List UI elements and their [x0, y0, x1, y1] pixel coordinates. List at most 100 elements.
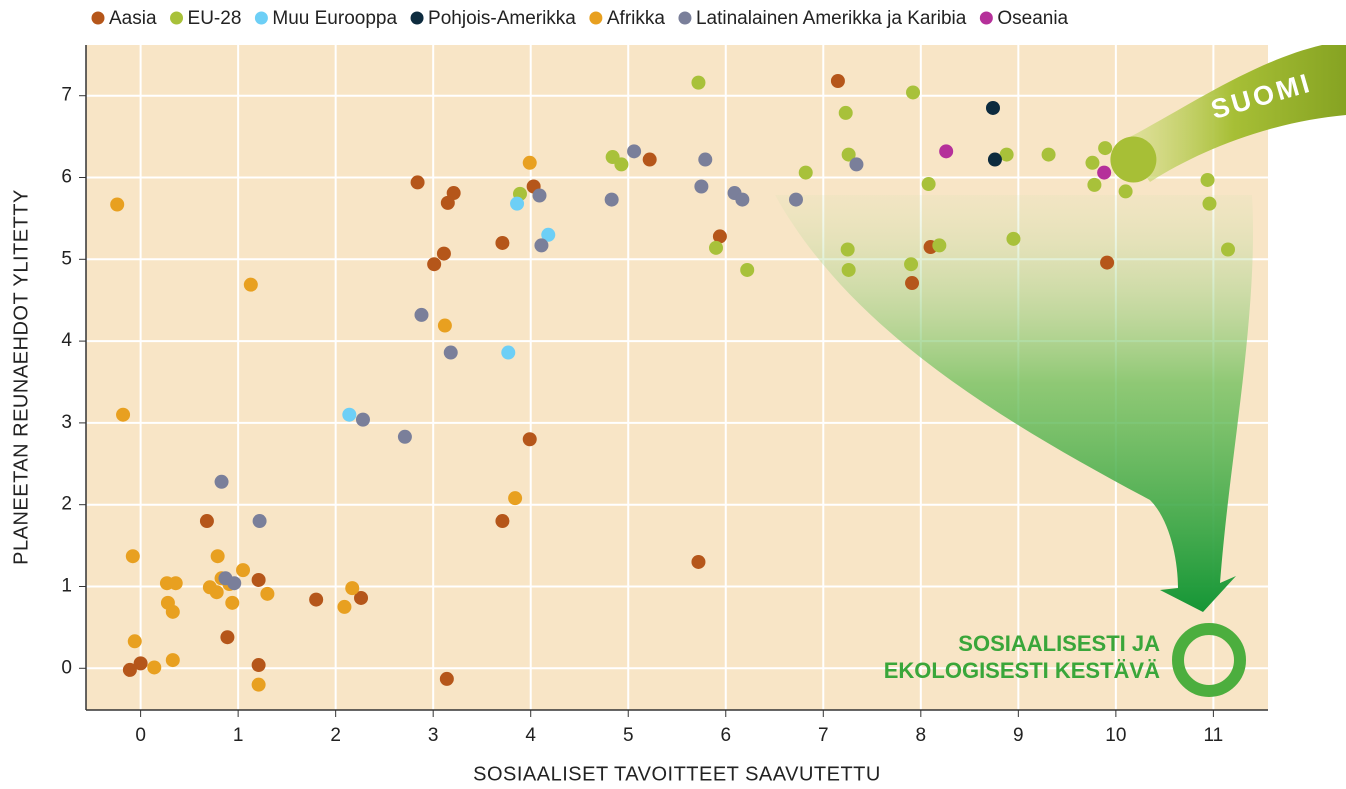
point	[709, 240, 724, 255]
point	[397, 429, 412, 444]
point	[147, 660, 162, 675]
point	[165, 604, 180, 619]
point	[510, 196, 525, 211]
point	[236, 563, 251, 578]
point	[985, 100, 1000, 115]
x-tick-label: 3	[428, 725, 439, 746]
points	[110, 73, 1236, 692]
point	[904, 257, 919, 272]
point	[532, 188, 547, 203]
point	[199, 514, 214, 529]
x-tick-label: 1	[233, 725, 244, 746]
y-tick-label: 7	[61, 85, 72, 106]
point	[495, 514, 510, 529]
point	[209, 585, 224, 600]
point	[243, 277, 258, 292]
point	[1202, 196, 1217, 211]
point	[495, 235, 510, 250]
legend: Aasia EU-28 Muu Eurooppa Pohjois-Amerikka Af…	[91, 8, 1069, 29]
point	[214, 474, 229, 489]
legend-label: Muu Eurooppa	[272, 8, 397, 29]
x-tick-label: 8	[916, 725, 927, 746]
x-tick-label: 11	[1204, 725, 1224, 746]
legend-marker	[254, 11, 268, 25]
y-tick-label: 1	[61, 576, 72, 597]
x-tick-label: 9	[1013, 725, 1024, 746]
point	[354, 590, 369, 605]
point	[798, 165, 813, 180]
point	[604, 192, 619, 207]
point	[1098, 141, 1113, 156]
point	[740, 262, 755, 277]
point	[342, 407, 357, 422]
point	[125, 549, 140, 564]
point	[999, 147, 1014, 162]
point	[127, 634, 142, 649]
point	[133, 656, 148, 671]
point	[698, 152, 713, 167]
legend-label: Aasia	[109, 8, 157, 29]
point	[122, 662, 137, 677]
point	[906, 85, 921, 100]
point	[110, 197, 125, 212]
goal-label: EKOLOGISESTI KESTÄVÄ	[884, 658, 1160, 683]
finland-banner	[1120, 45, 1346, 182]
point	[1006, 231, 1021, 246]
point	[522, 432, 537, 447]
point	[165, 653, 180, 668]
point	[1221, 242, 1236, 257]
point	[840, 242, 855, 257]
point	[1087, 177, 1102, 192]
sustainability-arrow	[775, 195, 1254, 612]
point	[220, 630, 235, 645]
point	[788, 192, 803, 207]
point	[614, 157, 629, 172]
x-tick-label: 6	[720, 725, 731, 746]
legend-marker	[678, 11, 692, 25]
point	[627, 144, 642, 159]
point	[694, 179, 709, 194]
y-tick-label: 0	[61, 657, 72, 678]
point	[838, 105, 853, 120]
point	[849, 157, 864, 172]
point	[691, 75, 706, 90]
decoration	[775, 45, 1346, 697]
legend-label: EU-28	[188, 8, 242, 29]
point	[355, 412, 370, 427]
target-ring	[1172, 623, 1246, 697]
point	[440, 195, 455, 210]
point	[841, 147, 856, 162]
point	[932, 238, 947, 253]
y-axis-title: PLANEETAN REUNAEHDOT YLITETTY	[10, 189, 32, 565]
point	[1041, 147, 1056, 162]
x-axis-title: SOSIAALISET TAVOITTEET SAAVUTETTU	[473, 763, 881, 785]
legend-marker	[979, 11, 993, 25]
x-tick-label: 7	[818, 725, 829, 746]
point	[987, 152, 1002, 167]
legend-label: Oseania	[997, 8, 1068, 29]
point	[443, 345, 458, 360]
point	[905, 276, 920, 291]
point	[251, 572, 266, 587]
point	[522, 155, 537, 170]
point	[414, 307, 429, 322]
legend-marker	[410, 11, 424, 25]
point	[1097, 165, 1112, 180]
point	[225, 595, 240, 610]
x-tick-label: 4	[525, 725, 536, 746]
x-tick-label: 5	[623, 725, 634, 746]
legend-marker	[589, 11, 603, 25]
point	[501, 345, 516, 360]
point	[1200, 172, 1215, 187]
point	[1100, 255, 1115, 270]
point	[252, 514, 267, 529]
point	[227, 576, 242, 591]
point	[830, 73, 845, 88]
point	[309, 592, 324, 607]
x-tick-label: 10	[1105, 725, 1126, 746]
point	[345, 581, 360, 596]
point	[534, 238, 549, 253]
legend-label: Afrikka	[607, 8, 666, 29]
point	[1118, 184, 1133, 199]
